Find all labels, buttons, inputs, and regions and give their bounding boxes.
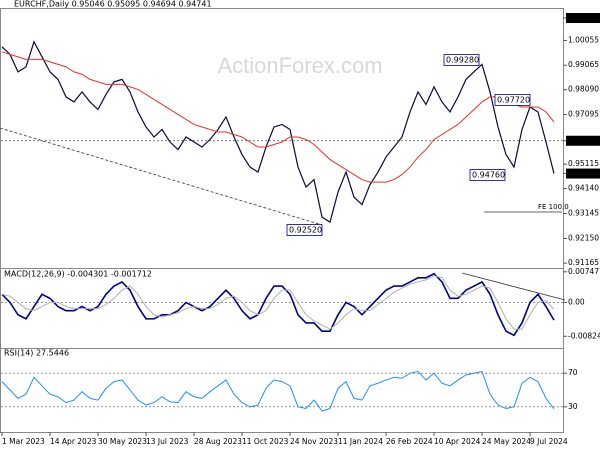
y-tick-label: 0.92150 <box>568 233 599 242</box>
series-line <box>1 370 555 412</box>
macd-trend-line <box>461 272 566 301</box>
price-box <box>566 135 600 146</box>
y-tick-label: 0.94741 <box>568 169 599 178</box>
x-tick-label: 1 Mar 2023 <box>2 437 45 446</box>
x-tick-label: 24 Nov 2023 <box>290 437 338 446</box>
y-tick-label: 0.95115 <box>568 159 599 168</box>
trend-line <box>0 127 323 226</box>
x-tick-label: 9 Jul 2024 <box>530 437 568 446</box>
x-tick-label: 26 Feb 2024 <box>386 437 433 446</box>
y-tick-label: 0.94140 <box>568 184 599 193</box>
chart-title: EURCHF,Daily 0.95046 0.95095 0.94694 0.9… <box>14 0 212 9</box>
y-tick-label: 1.00055 <box>568 35 599 44</box>
y-tick-label: 0.96050 <box>568 136 599 145</box>
y-tick-label: 1.00950 <box>568 13 599 22</box>
series-line <box>1 51 555 183</box>
y-tick-label: 70 <box>568 368 578 377</box>
y-tick-label: 0.97095 <box>568 110 599 119</box>
rsi-title: RSI(14) 27.5446 <box>4 349 69 358</box>
annotation-box <box>494 94 531 106</box>
annotation: 0.97720 <box>497 96 530 105</box>
annotation: 0.92520 <box>289 226 322 235</box>
annotation: 0.94760 <box>472 171 505 180</box>
x-tick-label: 14 Apr 2023 <box>50 437 97 446</box>
y-tick-label: 0.007477 <box>568 267 600 276</box>
annotation: 0.99280 <box>446 56 479 65</box>
annotation-box <box>443 54 480 66</box>
y-tick-label: 30 <box>568 402 578 411</box>
x-tick-label: 28 Aug 2023 <box>194 437 242 446</box>
x-tick-label: 24 May 2024 <box>482 437 531 446</box>
y-tick-label: 0.98090 <box>568 85 599 94</box>
y-tick-label: 0.93145 <box>568 209 599 218</box>
series-line <box>1 275 555 330</box>
annotation: FE 100.0 <box>538 203 569 211</box>
series-line <box>1 40 555 224</box>
x-tick-label: 11 Jan 2024 <box>338 437 383 446</box>
price-box <box>566 168 600 179</box>
x-tick-label: 13 Jul 2023 <box>146 437 189 446</box>
y-tick-label: 0.00 <box>568 297 585 306</box>
y-tick-label: -0.00824 <box>568 331 600 340</box>
annotation-box <box>286 224 323 236</box>
rsi-panel <box>0 348 564 433</box>
price-box <box>566 13 600 24</box>
watermark: ActionForex.com <box>217 53 382 78</box>
x-tick-label: 30 May 2023 <box>98 437 147 446</box>
x-tick-label: 11 Oct 2023 <box>242 437 289 446</box>
x-tick-label: 10 Apr 2024 <box>434 437 481 446</box>
macd-title: MACD(12,26,9) -0.004301 -0.001712 <box>4 270 152 279</box>
annotation-box <box>469 169 506 181</box>
y-tick-label: 0.99065 <box>568 60 599 69</box>
y-tick-label: 0.91165 <box>568 258 599 267</box>
